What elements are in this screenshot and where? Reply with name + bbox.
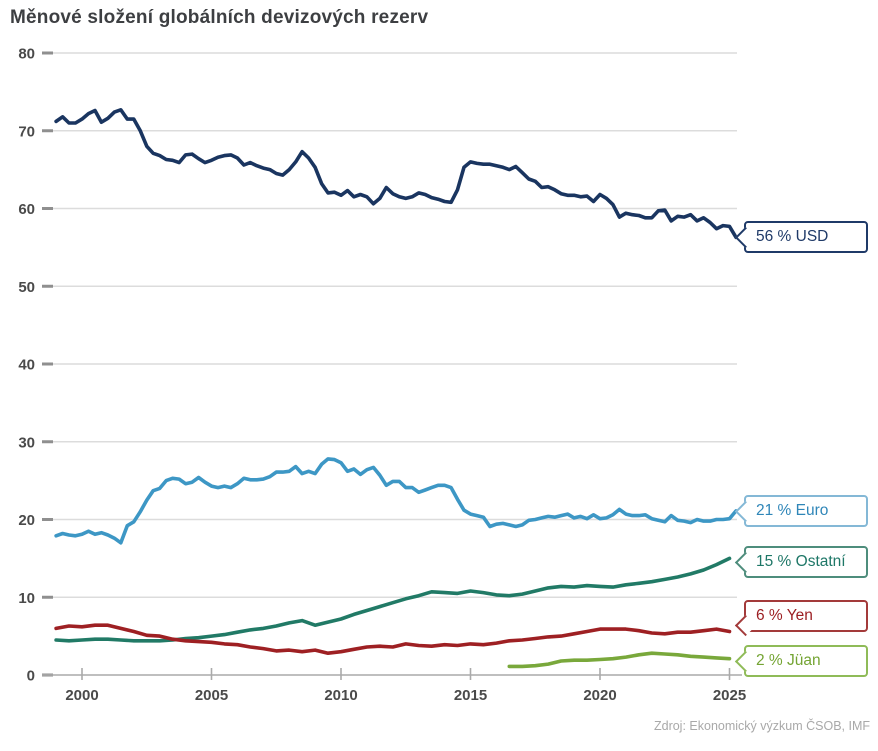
callout-yen: 6 % Yen (734, 600, 868, 637)
ytick-label-70: 70 (18, 123, 35, 140)
callout-usd: 56 % USD (734, 221, 868, 253)
series-line-yen (54, 623, 732, 656)
chart-title: Měnové složení globálních devizových rez… (10, 7, 429, 28)
callout-ostatni: 15 % Ostatní (734, 546, 868, 578)
source-note: Zdroj: Ekonomický výzkum ČSOB, IMF (653, 719, 870, 733)
ytick-label-60: 60 (18, 201, 35, 218)
series-line-jüan (507, 651, 732, 669)
series-line-ostatní (54, 556, 732, 643)
ytick-label-20: 20 (18, 512, 35, 529)
callout-euro-text: 21 % Euro (756, 502, 829, 519)
callout-juan: 2 % Jüan (734, 645, 868, 677)
xtick-label-2020: 2020 (583, 687, 616, 704)
callout-euro: 21 % Euro (734, 495, 868, 527)
callout-ostatni-text: 15 % Ostatní (756, 553, 846, 570)
series-line-euro (54, 457, 738, 545)
xtick-label-2015: 2015 (454, 687, 487, 704)
callout-usd-text: 56 % USD (756, 228, 829, 245)
ytick-label-10: 10 (18, 590, 35, 607)
ytick-label-80: 80 (18, 46, 35, 63)
ytick-label-30: 30 (18, 434, 35, 451)
ytick-label-0: 0 (27, 668, 35, 685)
xtick-label-2025: 2025 (713, 687, 746, 704)
ytick-label-50: 50 (18, 279, 35, 296)
xtick-label-2000: 2000 (65, 687, 98, 704)
xtick-label-2005: 2005 (195, 687, 228, 704)
ytick-label-40: 40 (18, 357, 35, 374)
series-line-usd (54, 108, 738, 240)
callout-yen-text: 6 % Yen (756, 607, 813, 624)
callout-juan-text: 2 % Jüan (756, 652, 821, 669)
xtick-label-2010: 2010 (324, 687, 357, 704)
